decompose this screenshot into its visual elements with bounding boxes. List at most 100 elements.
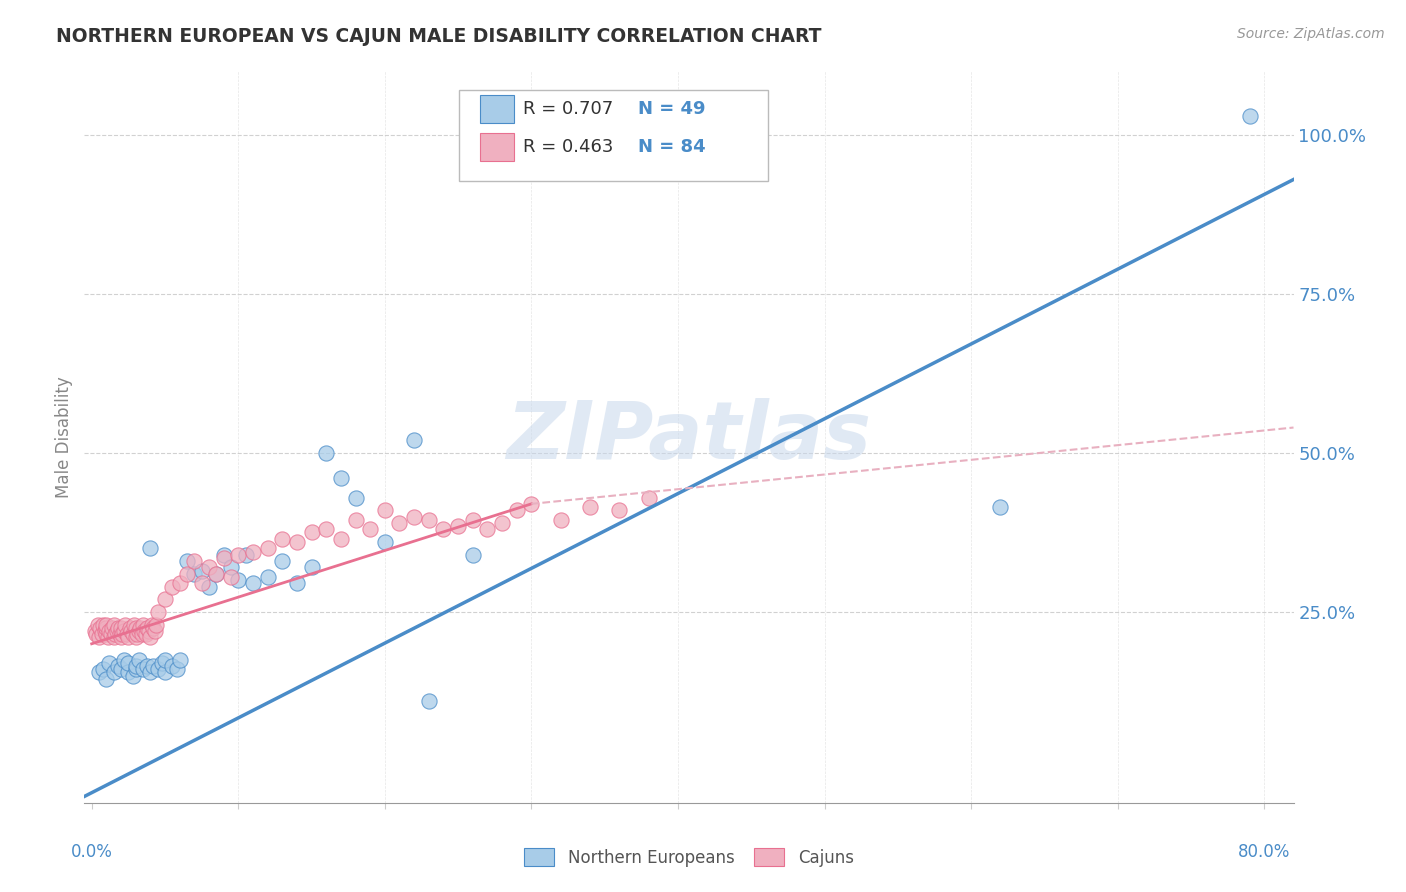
Point <box>329 471 352 485</box>
Point <box>96 621 118 635</box>
Point <box>219 570 242 584</box>
Point <box>256 570 278 584</box>
Point <box>235 548 257 562</box>
Point <box>139 631 162 645</box>
Point <box>127 627 149 641</box>
Point <box>198 580 221 594</box>
Point <box>98 656 121 670</box>
Point <box>169 653 191 667</box>
Point <box>183 554 205 568</box>
Point <box>103 631 125 645</box>
Point <box>121 627 143 641</box>
Point <box>315 522 337 536</box>
Point <box>112 653 135 667</box>
Point <box>205 566 228 581</box>
Text: ZIPatlas: ZIPatlas <box>506 398 872 476</box>
Point <box>242 576 264 591</box>
Point <box>107 659 129 673</box>
Point <box>117 631 139 645</box>
Point <box>110 662 132 676</box>
Point <box>108 627 131 641</box>
Point <box>135 627 157 641</box>
Point <box>190 564 212 578</box>
Point <box>132 662 155 676</box>
Point <box>89 621 111 635</box>
Point <box>226 548 249 562</box>
Point <box>285 576 308 591</box>
Point <box>121 668 143 682</box>
Point <box>111 627 134 641</box>
Point <box>176 554 198 568</box>
Text: N = 84: N = 84 <box>638 137 706 156</box>
Point <box>150 656 173 670</box>
Point <box>198 560 221 574</box>
Point <box>166 662 188 676</box>
Point <box>637 491 659 505</box>
Point <box>205 566 228 581</box>
Point <box>141 617 163 632</box>
Point <box>226 573 249 587</box>
Point <box>124 662 146 676</box>
FancyBboxPatch shape <box>479 95 513 123</box>
Point <box>477 522 499 536</box>
Point <box>418 694 440 708</box>
Point <box>138 624 160 638</box>
Legend: Northern Europeans, Cajuns: Northern Europeans, Cajuns <box>516 840 862 875</box>
Point <box>105 624 128 638</box>
Point <box>301 525 323 540</box>
Point <box>122 617 145 632</box>
Point <box>176 566 198 581</box>
Text: 80.0%: 80.0% <box>1239 843 1291 861</box>
Point <box>124 659 146 673</box>
Point <box>344 491 367 505</box>
Point <box>461 513 484 527</box>
Text: Source: ZipAtlas.com: Source: ZipAtlas.com <box>1237 27 1385 41</box>
Point <box>96 672 118 686</box>
Point <box>271 532 294 546</box>
Point <box>1239 109 1261 123</box>
Point <box>103 617 125 632</box>
Point <box>190 576 212 591</box>
Point <box>132 617 155 632</box>
Point <box>461 548 484 562</box>
Point <box>146 605 169 619</box>
Point <box>990 500 1012 514</box>
Point <box>117 665 139 680</box>
Point <box>139 665 162 680</box>
Y-axis label: Male Disability: Male Disability <box>55 376 73 498</box>
Point <box>388 516 411 530</box>
Point <box>374 503 396 517</box>
Point <box>143 624 166 638</box>
Point <box>145 617 167 632</box>
Point <box>183 566 205 581</box>
Point <box>146 662 169 676</box>
Point <box>162 659 184 673</box>
Point <box>301 560 323 574</box>
Point <box>344 513 367 527</box>
Point <box>242 544 264 558</box>
Point <box>607 503 630 517</box>
Point <box>404 509 426 524</box>
Point <box>491 516 513 530</box>
Point <box>136 621 159 635</box>
Point <box>142 659 165 673</box>
Point <box>418 513 440 527</box>
Point <box>84 627 107 641</box>
Point <box>129 621 152 635</box>
Point <box>520 497 543 511</box>
Point <box>315 446 337 460</box>
Point <box>212 548 235 562</box>
Point <box>271 554 294 568</box>
Point <box>91 627 114 641</box>
Point <box>96 627 118 641</box>
Point <box>359 522 381 536</box>
Point <box>136 659 159 673</box>
Point <box>87 631 110 645</box>
Point <box>329 532 352 546</box>
Point <box>94 624 117 638</box>
Point <box>550 513 572 527</box>
Point <box>256 541 278 556</box>
Point <box>506 503 529 517</box>
Point <box>124 621 146 635</box>
Text: N = 49: N = 49 <box>638 100 706 118</box>
